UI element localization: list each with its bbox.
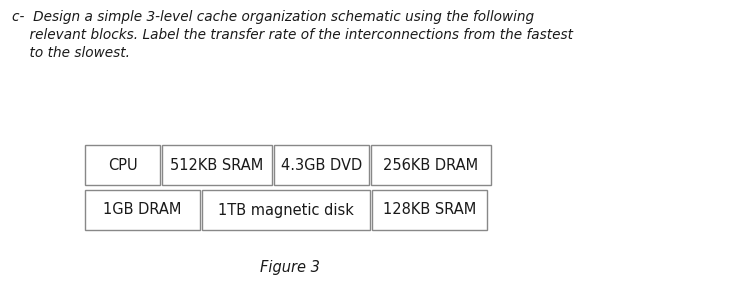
Text: to the slowest.: to the slowest.: [12, 46, 130, 60]
Text: 1GB DRAM: 1GB DRAM: [104, 203, 182, 217]
Text: relevant blocks. Label the transfer rate of the interconnections from the fastes: relevant blocks. Label the transfer rate…: [12, 28, 573, 42]
Text: 256KB DRAM: 256KB DRAM: [384, 158, 478, 172]
Text: 128KB SRAM: 128KB SRAM: [383, 203, 476, 217]
FancyBboxPatch shape: [372, 190, 487, 230]
Text: CPU: CPU: [108, 158, 137, 172]
Text: c-  Design a simple 3-level cache organization schematic using the following: c- Design a simple 3-level cache organiz…: [12, 10, 534, 24]
Text: 4.3GB DVD: 4.3GB DVD: [281, 158, 362, 172]
FancyBboxPatch shape: [274, 145, 369, 185]
Text: 512KB SRAM: 512KB SRAM: [171, 158, 264, 172]
FancyBboxPatch shape: [162, 145, 272, 185]
FancyBboxPatch shape: [202, 190, 370, 230]
FancyBboxPatch shape: [85, 145, 160, 185]
Text: 1TB magnetic disk: 1TB magnetic disk: [218, 203, 354, 217]
FancyBboxPatch shape: [85, 190, 200, 230]
FancyBboxPatch shape: [371, 145, 491, 185]
Text: Figure 3: Figure 3: [260, 260, 320, 275]
